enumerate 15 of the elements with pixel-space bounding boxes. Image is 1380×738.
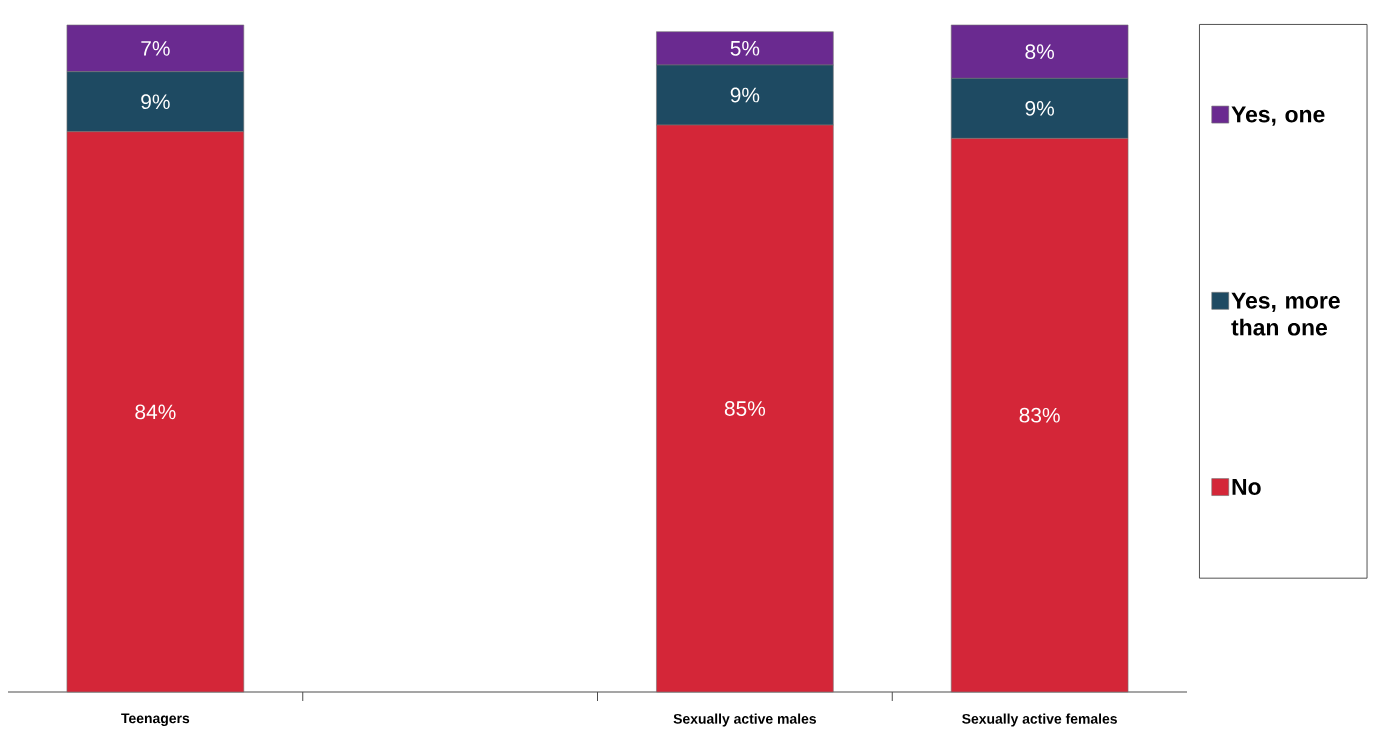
data-label: 85% [724,401,766,416]
data-label: 9% [730,87,760,103]
data-label: 83% [1019,407,1060,423]
x-tick-label: Sexually active males [673,713,817,727]
data-label: 5% [730,40,760,56]
legend-label: No [1232,478,1261,495]
data-label: 7% [141,41,170,56]
legend-label: Yes, more than one [1231,292,1340,336]
x-tick-label: Sexually active females [962,713,1117,727]
x-tick-label: Teenagers [121,713,190,727]
data-label: 9% [1025,100,1054,116]
data-label: 8% [1025,44,1054,60]
legend-label: Yes, one [1231,106,1325,126]
data-label: 84% [135,404,176,420]
data-label: 9% [141,94,170,110]
